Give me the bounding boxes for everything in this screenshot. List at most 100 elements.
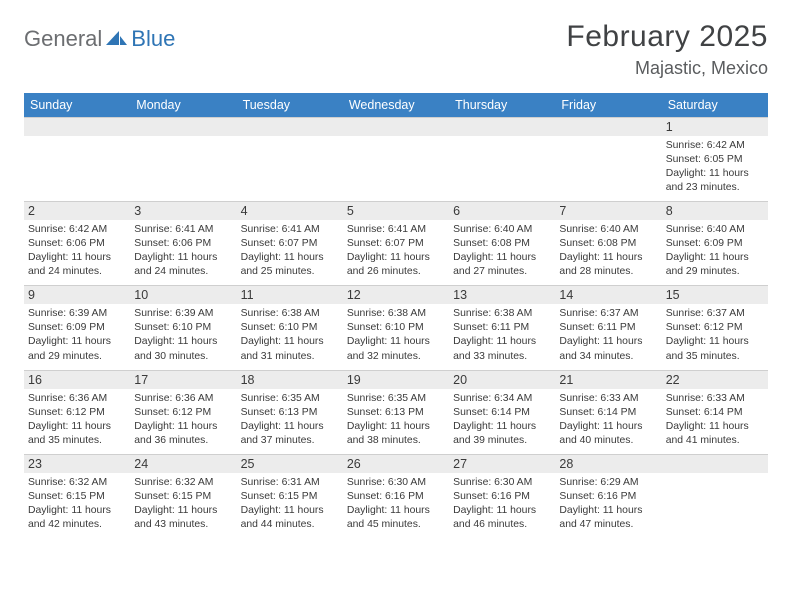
- day-info: Sunrise: 6:32 AMSunset: 6:15 PMDaylight:…: [134, 476, 232, 532]
- daylight-text: Daylight: 11 hours and 25 minutes.: [241, 251, 339, 279]
- dayname-friday: Friday: [555, 93, 661, 117]
- daylight-text: Daylight: 11 hours and 35 minutes.: [28, 420, 126, 448]
- calendar: Sunday Monday Tuesday Wednesday Thursday…: [24, 93, 768, 538]
- sunset-text: Sunset: 6:16 PM: [347, 490, 445, 504]
- sunrise-text: Sunrise: 6:33 AM: [666, 392, 764, 406]
- week-row: 1Sunrise: 6:42 AMSunset: 6:05 PMDaylight…: [24, 117, 768, 201]
- dayname-wednesday: Wednesday: [343, 93, 449, 117]
- daylight-text: Daylight: 11 hours and 42 minutes.: [28, 504, 126, 532]
- sunrise-text: Sunrise: 6:30 AM: [347, 476, 445, 490]
- sunset-text: Sunset: 6:14 PM: [666, 406, 764, 420]
- day-info: Sunrise: 6:32 AMSunset: 6:15 PMDaylight:…: [28, 476, 126, 532]
- day-info: Sunrise: 6:41 AMSunset: 6:07 PMDaylight:…: [241, 223, 339, 279]
- sunset-text: Sunset: 6:16 PM: [453, 490, 551, 504]
- day-number: 14: [555, 285, 661, 304]
- sunrise-text: Sunrise: 6:39 AM: [134, 307, 232, 321]
- daylight-text: Daylight: 11 hours and 32 minutes.: [347, 335, 445, 363]
- day-cell: 8Sunrise: 6:40 AMSunset: 6:09 PMDaylight…: [662, 201, 768, 285]
- daylight-text: Daylight: 11 hours and 40 minutes.: [559, 420, 657, 448]
- day-number: 20: [449, 370, 555, 389]
- day-info: Sunrise: 6:41 AMSunset: 6:07 PMDaylight:…: [347, 223, 445, 279]
- daylight-text: Daylight: 11 hours and 44 minutes.: [241, 504, 339, 532]
- day-cell: 15Sunrise: 6:37 AMSunset: 6:12 PMDayligh…: [662, 285, 768, 369]
- day-cell: 19Sunrise: 6:35 AMSunset: 6:13 PMDayligh…: [343, 370, 449, 454]
- day-info: Sunrise: 6:42 AMSunset: 6:06 PMDaylight:…: [28, 223, 126, 279]
- day-cell: 24Sunrise: 6:32 AMSunset: 6:15 PMDayligh…: [130, 454, 236, 538]
- week-row: 9Sunrise: 6:39 AMSunset: 6:09 PMDaylight…: [24, 285, 768, 369]
- dayname-header-row: Sunday Monday Tuesday Wednesday Thursday…: [24, 93, 768, 117]
- sunset-text: Sunset: 6:10 PM: [241, 321, 339, 335]
- day-number: 15: [662, 285, 768, 304]
- day-cell: 25Sunrise: 6:31 AMSunset: 6:15 PMDayligh…: [237, 454, 343, 538]
- daylight-text: Daylight: 11 hours and 24 minutes.: [134, 251, 232, 279]
- day-info: Sunrise: 6:36 AMSunset: 6:12 PMDaylight:…: [134, 392, 232, 448]
- day-cell: 21Sunrise: 6:33 AMSunset: 6:14 PMDayligh…: [555, 370, 661, 454]
- day-number: 23: [24, 454, 130, 473]
- day-info: Sunrise: 6:41 AMSunset: 6:06 PMDaylight:…: [134, 223, 232, 279]
- day-cell: 11Sunrise: 6:38 AMSunset: 6:10 PMDayligh…: [237, 285, 343, 369]
- sunset-text: Sunset: 6:06 PM: [134, 237, 232, 251]
- day-number: 8: [662, 201, 768, 220]
- day-info: Sunrise: 6:38 AMSunset: 6:10 PMDaylight:…: [347, 307, 445, 363]
- day-cell: 1Sunrise: 6:42 AMSunset: 6:05 PMDaylight…: [662, 117, 768, 201]
- month-title: February 2025: [566, 20, 768, 54]
- dayname-tuesday: Tuesday: [237, 93, 343, 117]
- sunset-text: Sunset: 6:12 PM: [134, 406, 232, 420]
- day-cell: 23 Sunrise: 6:32 AMSunset: 6:15 PMDayligh…: [24, 454, 130, 538]
- day-number: 12: [343, 285, 449, 304]
- sunset-text: Sunset: 6:16 PM: [559, 490, 657, 504]
- day-cell: [24, 117, 130, 201]
- sunset-text: Sunset: 6:13 PM: [241, 406, 339, 420]
- day-cell: 5Sunrise: 6:41 AMSunset: 6:07 PMDaylight…: [343, 201, 449, 285]
- sunset-text: Sunset: 6:07 PM: [347, 237, 445, 251]
- sunrise-text: Sunrise: 6:41 AM: [347, 223, 445, 237]
- sunrise-text: Sunrise: 6:32 AM: [134, 476, 232, 490]
- sunrise-text: Sunrise: 6:41 AM: [241, 223, 339, 237]
- sunset-text: Sunset: 6:12 PM: [666, 321, 764, 335]
- day-number: 2: [24, 201, 130, 220]
- day-cell: 22Sunrise: 6:33 AMSunset: 6:14 PMDayligh…: [662, 370, 768, 454]
- daylight-text: Daylight: 11 hours and 29 minutes.: [28, 335, 126, 363]
- day-number: 17: [130, 370, 236, 389]
- sunrise-text: Sunrise: 6:42 AM: [28, 223, 126, 237]
- day-number: 18: [237, 370, 343, 389]
- day-cell: 28Sunrise: 6:29 AMSunset: 6:16 PMDayligh…: [555, 454, 661, 538]
- daylight-text: Daylight: 11 hours and 27 minutes.: [453, 251, 551, 279]
- sunset-text: Sunset: 6:05 PM: [666, 153, 764, 167]
- day-number: 4: [237, 201, 343, 220]
- sunset-text: Sunset: 6:15 PM: [28, 490, 126, 504]
- day-number: [237, 117, 343, 136]
- daylight-text: Daylight: 11 hours and 47 minutes.: [559, 504, 657, 532]
- day-cell: 26Sunrise: 6:30 AMSunset: 6:16 PMDayligh…: [343, 454, 449, 538]
- day-cell: 13Sunrise: 6:38 AMSunset: 6:11 PMDayligh…: [449, 285, 555, 369]
- sail-icon: [106, 28, 128, 51]
- day-cell: 17 Sunrise: 6:36 AMSunset: 6:12 PMDayligh…: [130, 370, 236, 454]
- sunrise-text: Sunrise: 6:37 AM: [559, 307, 657, 321]
- day-cell: [130, 117, 236, 201]
- sunset-text: Sunset: 6:09 PM: [666, 237, 764, 251]
- day-cell: 7Sunrise: 6:40 AMSunset: 6:08 PMDaylight…: [555, 201, 661, 285]
- sunset-text: Sunset: 6:06 PM: [28, 237, 126, 251]
- day-cell: [662, 454, 768, 538]
- sunrise-text: Sunrise: 6:42 AM: [666, 139, 764, 153]
- day-number: 6: [449, 201, 555, 220]
- day-info: Sunrise: 6:34 AMSunset: 6:14 PMDaylight:…: [453, 392, 551, 448]
- sunset-text: Sunset: 6:13 PM: [347, 406, 445, 420]
- week-row: 23Sunrise: 6:32 AMSunset: 6:15 PMDayligh…: [24, 454, 768, 538]
- day-info: Sunrise: 6:35 AMSunset: 6:13 PMDaylight:…: [241, 392, 339, 448]
- sunrise-text: Sunrise: 6:32 AM: [28, 476, 126, 490]
- daylight-text: Daylight: 11 hours and 23 minutes.: [666, 167, 764, 195]
- daylight-text: Daylight: 11 hours and 31 minutes.: [241, 335, 339, 363]
- daylight-text: Daylight: 11 hours and 35 minutes.: [666, 335, 764, 363]
- daylight-text: Daylight: 11 hours and 26 minutes.: [347, 251, 445, 279]
- day-number: 13: [449, 285, 555, 304]
- day-info: Sunrise: 6:40 AMSunset: 6:08 PMDaylight:…: [453, 223, 551, 279]
- day-cell: 2 Sunrise: 6:42 AMSunset: 6:06 PMDaylight…: [24, 201, 130, 285]
- day-number: 25: [237, 454, 343, 473]
- daylight-text: Daylight: 11 hours and 36 minutes.: [134, 420, 232, 448]
- sunrise-text: Sunrise: 6:35 AM: [347, 392, 445, 406]
- day-cell: 12 Sunrise: 6:38 AMSunset: 6:10 PMDayligh…: [343, 285, 449, 369]
- day-info: Sunrise: 6:33 AMSunset: 6:14 PMDaylight:…: [666, 392, 764, 448]
- day-info: Sunrise: 6:38 AMSunset: 6:10 PMDaylight:…: [241, 307, 339, 363]
- day-cell: 20 Sunrise: 6:34 AMSunset: 6:14 PMDayligh…: [449, 370, 555, 454]
